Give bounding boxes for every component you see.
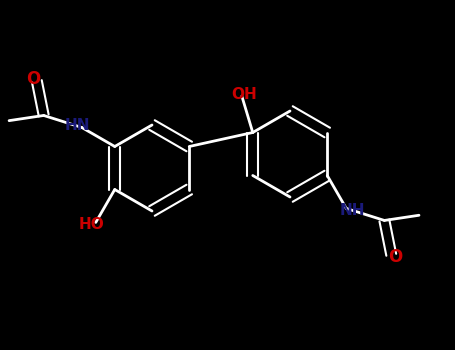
Text: O: O [388, 248, 402, 266]
Text: OH: OH [231, 86, 257, 102]
Text: NH: NH [339, 203, 365, 218]
Text: O: O [26, 70, 40, 88]
Text: HO: HO [79, 217, 105, 232]
Text: HN: HN [65, 118, 91, 133]
